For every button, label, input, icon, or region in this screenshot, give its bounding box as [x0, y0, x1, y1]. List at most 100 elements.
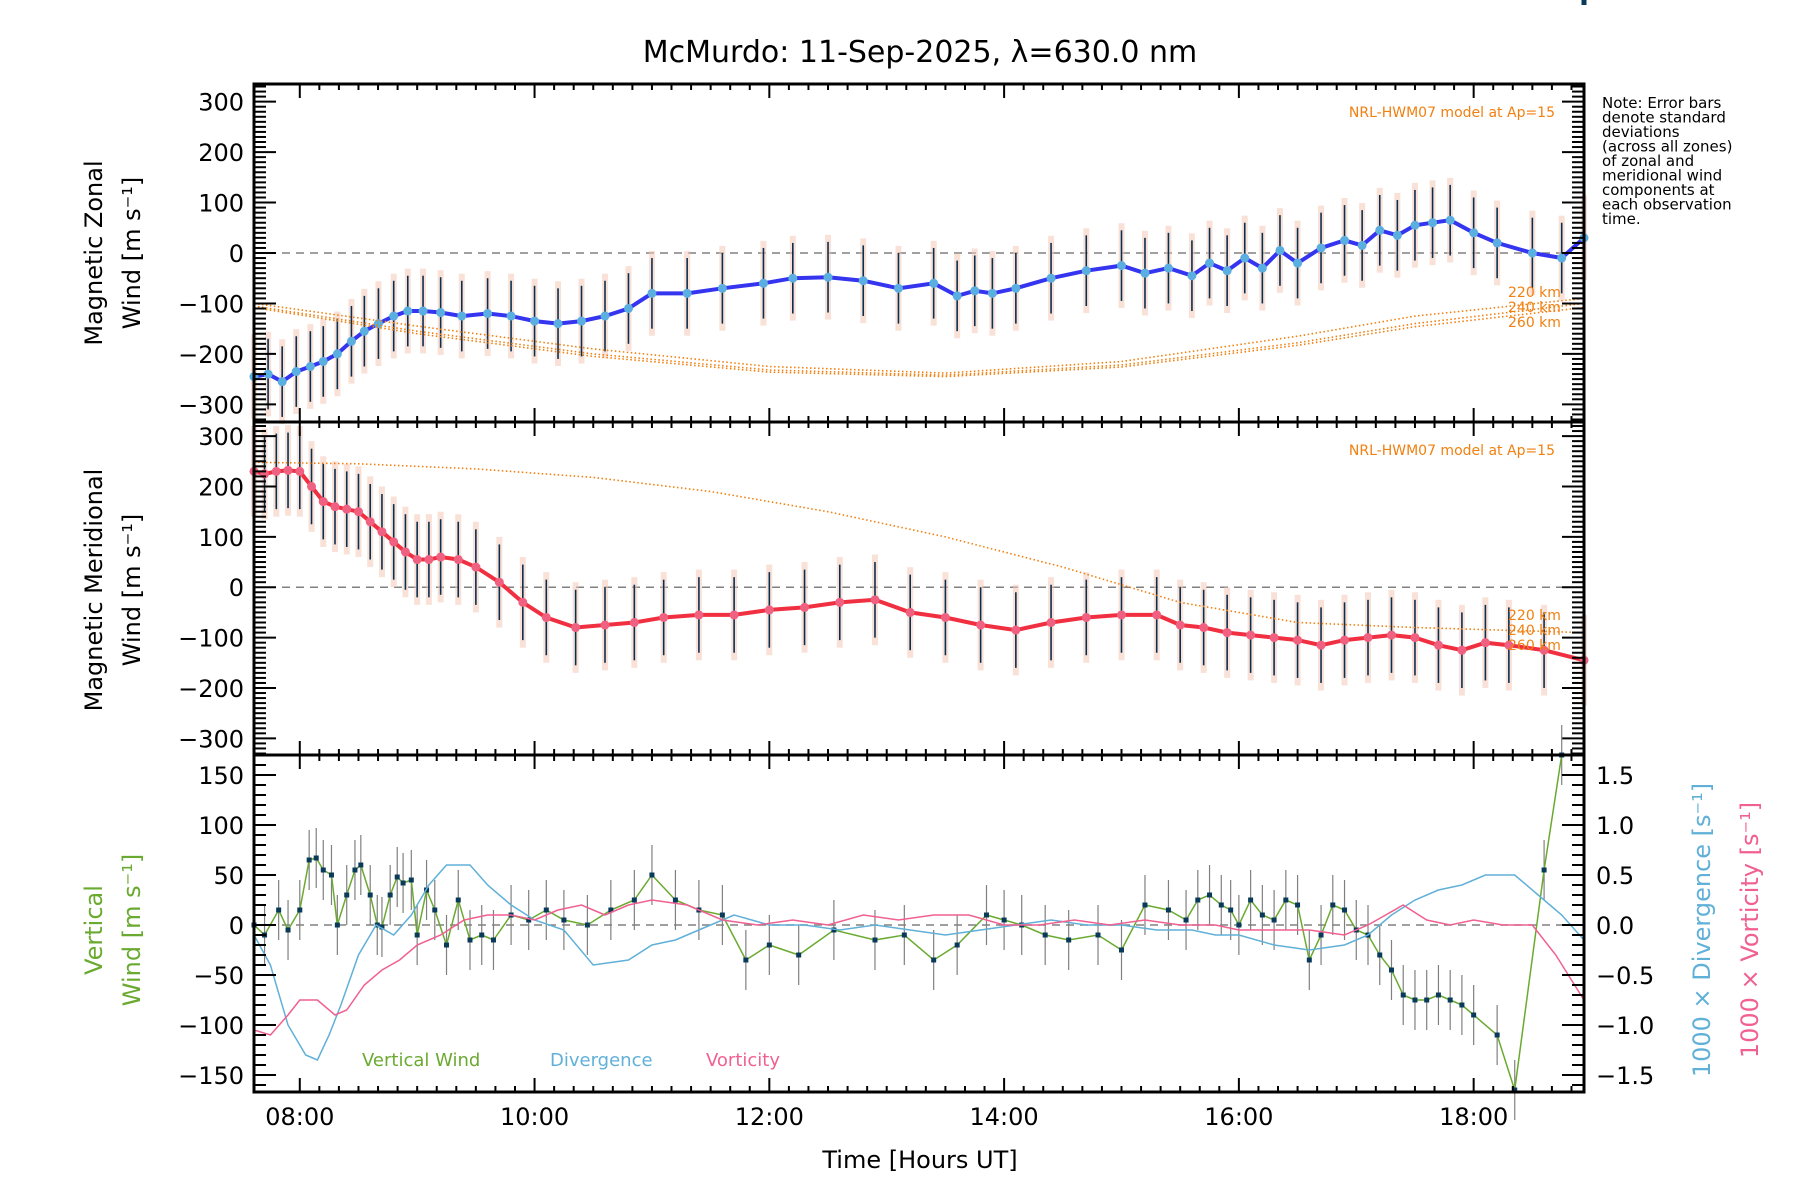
meridional-data-point [764, 605, 774, 615]
vertical-ylabel-line2: Wind [m s⁻¹] [118, 854, 146, 1006]
vertical-data-point [649, 872, 655, 878]
vertical-data-point [901, 932, 907, 938]
meridional-ytick-label: 200 [198, 473, 244, 501]
zonal-data-point [647, 288, 657, 298]
meridional-data-point [905, 607, 915, 617]
vertical-data-point [1259, 912, 1265, 918]
legend-vertical-wind: Vertical Wind [362, 1050, 480, 1071]
vertical-data-point [1283, 897, 1289, 903]
zonal-series-nrl-hwm07-240-km [253, 302, 1585, 376]
meridional-data-point [424, 555, 434, 565]
vertical-data-point [1330, 902, 1336, 908]
meridional-ytick-label: 300 [198, 423, 244, 451]
zonal-data-point [788, 273, 798, 283]
vertical-data-point [1581, 0, 1587, 5]
note-line: each observation [1602, 196, 1732, 214]
vertical-panel: 150 100 50 0 −50 −100 −150 1.5 1.0 0.5 0.0 −0.5 −1.0… [178, 0, 1654, 1120]
zonal-ytick-label: 300 [198, 89, 244, 117]
vertical-data-point [1342, 907, 1348, 913]
zonal-data-point [332, 349, 342, 359]
zonal-ytick-label: −100 [178, 290, 244, 318]
meridional-data-point [1046, 618, 1056, 628]
vertical-data-point [276, 907, 282, 913]
vertical-data-point [1400, 992, 1406, 998]
vertical-data-point [328, 872, 334, 878]
vertical-data-point [1207, 892, 1213, 898]
note-line: deviations [1602, 123, 1680, 141]
zonal-alt-220: 220 km [1508, 285, 1561, 301]
meridional-data-point [694, 610, 704, 620]
meridional-data-point [453, 555, 463, 565]
vertical-data-point [414, 932, 420, 938]
vertical-data-point [1306, 957, 1312, 963]
meridional-data-point [1116, 610, 1126, 620]
meridional-data-point [659, 612, 669, 622]
vertical-y2tick-label: −1.0 [1596, 1012, 1654, 1040]
zonal-data-point [277, 377, 287, 387]
vertical-y2tick-label: −0.5 [1596, 962, 1654, 990]
meridional-ytick-label: −100 [178, 625, 244, 653]
vertical-data-point [1471, 1012, 1477, 1018]
zonal-ytick-label: −300 [178, 391, 244, 419]
zonal-data-point [1081, 266, 1091, 276]
meridional-data-point [494, 577, 504, 587]
vertical-y2tick-label: 0.5 [1596, 862, 1634, 890]
meridional-data-point [518, 597, 528, 607]
vertical-data-point [672, 897, 678, 903]
vertical-data-point [1435, 992, 1441, 998]
vertical-data-point [631, 897, 637, 903]
zonal-data-point [1445, 215, 1455, 225]
meridional-data-point [1316, 640, 1326, 650]
vertical-data-point [1248, 897, 1254, 903]
vertical-data-point [306, 857, 312, 863]
zonal-data-point [623, 303, 633, 313]
meridional-data-point [1363, 633, 1373, 643]
vertical-data-point [408, 877, 414, 883]
meridional-data-point [1340, 635, 1350, 645]
zonal-data-point [1240, 253, 1250, 263]
meridional-data-point [835, 597, 845, 607]
vertical-data-point [561, 917, 567, 923]
zonal-data-point [1011, 283, 1021, 293]
zonal-model-label: NRL-HWM07 model at Ap=15 [1349, 105, 1555, 121]
vertical-data-point [367, 892, 373, 898]
zonal-data-point [600, 311, 610, 321]
zonal-ylabel-line1: Magnetic Zonal [80, 160, 108, 345]
meridional-data-point [629, 618, 639, 628]
meridional-data-point [1410, 633, 1420, 643]
vertical-ytick-label: 50 [213, 862, 244, 890]
meridional-data-point [412, 555, 422, 565]
meridional-frame [252, 420, 1586, 757]
note-line: Note: Error bars [1602, 94, 1722, 112]
vertical-data-point [1095, 932, 1101, 938]
vertical-data-point [1118, 947, 1124, 953]
vertical-data-point [1228, 907, 1234, 913]
meridional-data-point [271, 466, 281, 476]
vertical-data-point [543, 907, 549, 913]
zonal-data-point [291, 367, 301, 377]
vertical-y2tick-label: 0.0 [1596, 912, 1634, 940]
vertical-data-point [334, 922, 340, 928]
zonal-data-point [1046, 273, 1056, 283]
vertical-data-point [743, 957, 749, 963]
meridional-data-point [976, 620, 986, 630]
meridional-ylabel-line2: Wind [m s⁻¹] [118, 514, 146, 666]
legend-divergence: Divergence [550, 1050, 653, 1071]
divergence-y2label: 1000 × Divergence [s⁻¹] [1688, 783, 1716, 1077]
vertical-data-point [766, 942, 772, 948]
meridional-data-point [870, 595, 880, 605]
meridional-data-point [600, 620, 610, 630]
vertical-data-point [1142, 902, 1148, 908]
zonal-data-point [1163, 263, 1173, 273]
meridional-data-point [342, 504, 352, 514]
meridional-ytick-label: 100 [198, 524, 244, 552]
note-line: time. [1602, 210, 1641, 228]
x-tick-label: 12:00 [735, 1103, 804, 1131]
vertical-data-point [490, 937, 496, 943]
meridional-alt-240: 240 km [1508, 623, 1561, 639]
vertical-data-point [954, 942, 960, 948]
zonal-data-point [1428, 218, 1438, 228]
meridional-data-point [940, 612, 950, 622]
meridional-ylabel-line1: Magnetic Meridional [80, 469, 108, 712]
